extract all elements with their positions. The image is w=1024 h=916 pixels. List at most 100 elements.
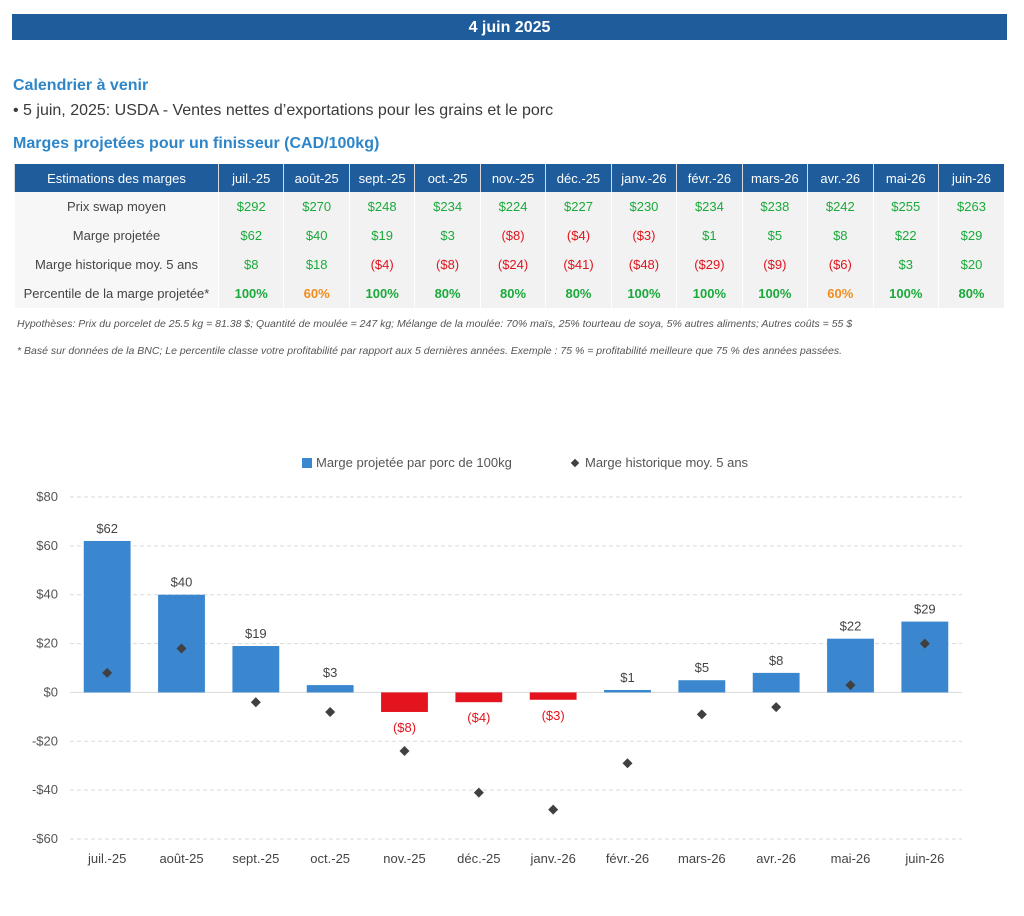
x-tick-label: sept.-25: [232, 851, 279, 866]
table-cell: ($24): [479, 250, 546, 279]
table-cell: $255: [872, 192, 939, 221]
bar-data-label: ($4): [467, 710, 490, 725]
table-cell: $40: [283, 221, 350, 250]
margin-bar: [83, 540, 131, 693]
bar-data-label: $8: [769, 653, 783, 668]
table-cell: $8: [217, 250, 284, 279]
y-tick-label: $0: [44, 684, 58, 699]
table-cell: 80%: [545, 279, 612, 308]
table-cell: 100%: [676, 279, 743, 308]
table-cell: $18: [283, 250, 350, 279]
table-row: Percentile de la marge projetée* 100% 60% 1…: [14, 279, 1004, 308]
month-header: déc.-25: [545, 164, 612, 192]
table-cell: 100%: [348, 279, 415, 308]
table-cell: $3: [872, 250, 939, 279]
x-tick-label: mars-26: [678, 851, 726, 866]
month-header: oct.-25: [414, 164, 481, 192]
month-header: avr.-26: [807, 164, 874, 192]
historical-marker: [399, 746, 410, 757]
margin-bar: [232, 646, 280, 693]
table-cell: ($29): [676, 250, 743, 279]
historical-marker: [548, 804, 559, 815]
row-label: Percentile de la marge projetée*: [14, 279, 219, 308]
table-cell: ($8): [414, 250, 481, 279]
table-cell: ($4): [348, 250, 415, 279]
month-header: janv.-26: [610, 164, 677, 192]
x-tick-label: oct.-25: [310, 851, 350, 866]
legend-item-marker: Marge historique moy. 5 ans: [570, 455, 749, 470]
y-tick-label: -$40: [32, 782, 58, 797]
calendar-title: Calendrier à venir: [13, 77, 149, 94]
table-cell: $1: [676, 221, 743, 250]
table-cell: $234: [414, 192, 481, 221]
bar-data-label: ($3): [542, 708, 565, 723]
table-cell: 80%: [479, 279, 546, 308]
x-tick-label: déc.-25: [457, 851, 500, 866]
table-cell: 80%: [414, 279, 481, 308]
historical-marker: [696, 709, 707, 720]
row-label: Marge historique moy. 5 ans: [14, 250, 219, 279]
table-cell: $19: [348, 221, 415, 250]
table-cell: $29: [937, 221, 1004, 250]
margin-bar: [901, 621, 949, 693]
table-cell: $62: [217, 221, 284, 250]
table-cell: ($9): [741, 250, 808, 279]
table-cell: $20: [937, 250, 1004, 279]
margins-table: Estimations des marges juil.-25 août-25 se…: [14, 164, 1004, 308]
bar-data-label: $62: [96, 521, 118, 536]
x-tick-label: nov.-25: [383, 851, 425, 866]
margin-bar: [381, 692, 428, 712]
month-header: juil.-25: [217, 164, 284, 192]
table-cell: $263: [937, 192, 1004, 221]
x-tick-label: mai-26: [831, 851, 871, 866]
month-header: août-25: [283, 164, 350, 192]
hypotheses-note: Hypothèses: Prix du porcelet de 25.5 kg …: [17, 318, 853, 330]
x-tick-label: janv.-26: [530, 851, 576, 866]
margin-bar: [678, 680, 726, 693]
row-label: Prix swap moyen: [14, 192, 219, 221]
table-cell: $227: [545, 192, 612, 221]
table-row: Prix swap moyen $292 $270 $248 $234 $224 $227 $…: [14, 192, 1004, 221]
margin-bar: [529, 692, 577, 700]
row-label: Marge projetée: [14, 221, 219, 250]
table-cell: 60%: [807, 279, 874, 308]
table-cell: ($41): [545, 250, 612, 279]
margins-title: Marges projetées pour un finisseur (CAD/…: [13, 135, 380, 152]
bar-data-label: $19: [245, 626, 267, 641]
historical-marker: [102, 667, 113, 678]
table-cell: 100%: [217, 279, 284, 308]
y-tick-label: $60: [36, 538, 58, 553]
table-cell: $224: [479, 192, 546, 221]
table-cell: $238: [741, 192, 808, 221]
x-tick-label: avr.-26: [756, 851, 796, 866]
table-cell: $248: [348, 192, 415, 221]
bar-data-label: $5: [695, 660, 709, 675]
month-header: mars-26: [741, 164, 808, 192]
month-header: févr.-26: [676, 164, 743, 192]
y-tick-label: -$60: [32, 831, 58, 846]
historical-marker: [176, 643, 187, 654]
table-header-row: Estimations des marges juil.-25 août-25 se…: [14, 164, 1004, 192]
margin-bar: [604, 689, 651, 693]
bar-data-label: $3: [323, 665, 337, 680]
table-cell: 100%: [741, 279, 808, 308]
historical-marker: [325, 706, 336, 717]
bar-data-label: ($8): [393, 720, 416, 735]
historical-marker: [845, 680, 856, 691]
bar-data-label: $29: [914, 602, 936, 617]
table-cell: 60%: [283, 279, 350, 308]
table-body: Prix swap moyen $292 $270 $248 $234 $224 $227 $…: [14, 192, 1004, 308]
historical-marker: [771, 702, 782, 713]
y-tick-label: $40: [36, 587, 58, 602]
table-cell: $242: [807, 192, 874, 221]
legend-bar-swatch: [302, 457, 312, 468]
table-corner-header: Estimations des marges: [14, 164, 219, 192]
table-cell: ($3): [610, 221, 677, 250]
calendar-item: • 5 juin, 2025: USDA - Ventes nettes d’e…: [13, 102, 554, 119]
legend-marker-label: Marge historique moy. 5 ans: [585, 455, 749, 470]
margin-bar: [455, 692, 503, 703]
margin-bar: [752, 672, 800, 693]
month-header: sept.-25: [348, 164, 415, 192]
table-cell: $270: [283, 192, 350, 221]
table-row: Marge historique moy. 5 ans $8 $18 ($4) ($8)…: [14, 250, 1004, 279]
